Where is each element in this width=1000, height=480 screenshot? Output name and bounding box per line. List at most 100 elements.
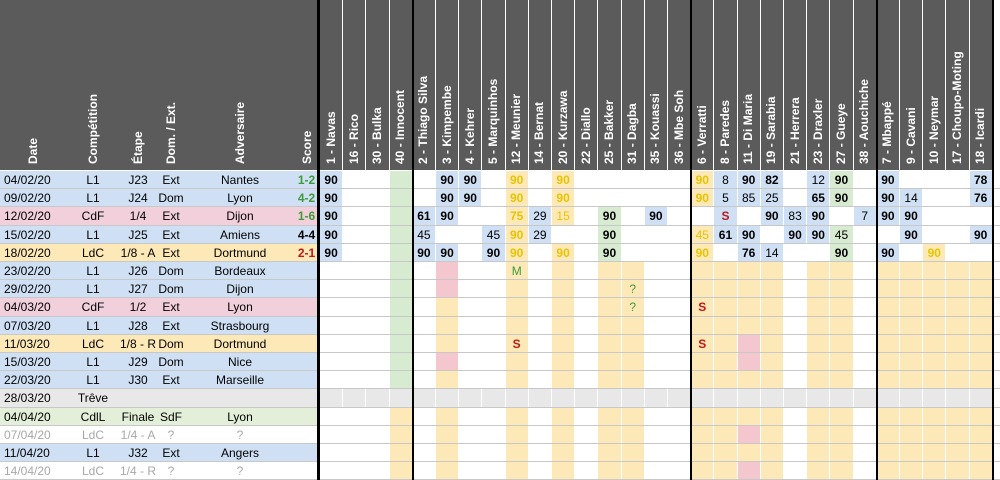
player-cell bbox=[760, 353, 783, 371]
player-cell bbox=[668, 353, 691, 371]
match-row: 09/02/20 L1 J24 Dom Lyon 4-2 90 90 90 90 90 90 5 85 25… bbox=[0, 189, 1000, 208]
player-cell bbox=[668, 243, 691, 262]
player-cell bbox=[691, 353, 714, 371]
match-row: 14/04/20 LdC 1/4 - R?? bbox=[0, 462, 1000, 480]
cell-score bbox=[294, 353, 319, 372]
player-cell: 90 bbox=[505, 171, 528, 189]
cell-homeaway: ? bbox=[156, 425, 186, 444]
player-header: 31 - Dagba bbox=[625, 103, 639, 164]
player-cell bbox=[366, 243, 389, 262]
player-cell bbox=[760, 425, 783, 444]
player-cell bbox=[946, 334, 969, 353]
cell-homeaway: Ext bbox=[156, 316, 186, 335]
separator: - bbox=[578, 139, 593, 151]
player-cell bbox=[923, 334, 946, 353]
player-cell bbox=[853, 171, 876, 189]
player-cell bbox=[644, 298, 667, 317]
player-cell bbox=[714, 334, 737, 353]
player-cell bbox=[343, 407, 366, 426]
player-cell bbox=[691, 425, 714, 444]
header-date: Date bbox=[26, 137, 40, 164]
player-cell: 90 bbox=[598, 207, 621, 226]
player-name: Draxler bbox=[810, 98, 825, 140]
group-separator bbox=[875, 0, 878, 480]
cell-date: 23/02/20 bbox=[0, 262, 66, 281]
match-row: 28/03/20 Trêve bbox=[0, 389, 1000, 408]
player-header-bg bbox=[900, 0, 923, 170]
cell-competition: LdC bbox=[66, 243, 120, 262]
player-number: 36 bbox=[671, 150, 686, 164]
player-cell bbox=[366, 371, 389, 390]
player-cell bbox=[830, 371, 853, 390]
player-cell: 14 bbox=[760, 243, 783, 262]
cell-stage: J24 bbox=[120, 189, 156, 208]
player-cell bbox=[552, 280, 575, 299]
player-cell bbox=[946, 425, 969, 444]
player-cell bbox=[691, 262, 714, 280]
player-cell bbox=[853, 389, 876, 408]
row-divider bbox=[0, 370, 1000, 372]
player-cell bbox=[459, 262, 482, 280]
cell-stage: J32 bbox=[120, 444, 156, 463]
separator: - bbox=[973, 139, 988, 151]
player-cell bbox=[389, 462, 412, 480]
player-cell bbox=[760, 316, 783, 335]
cell-opponent: Lyon bbox=[186, 407, 294, 426]
player-header-bg bbox=[644, 0, 667, 170]
player-cell bbox=[459, 462, 482, 480]
separator: - bbox=[346, 139, 361, 151]
player-cell bbox=[668, 171, 691, 189]
player-cell bbox=[668, 316, 691, 335]
player-cell bbox=[737, 353, 760, 371]
player-cell bbox=[760, 280, 783, 299]
player-cell bbox=[575, 462, 598, 480]
player-header-bg bbox=[923, 0, 946, 170]
player-cell: 90 bbox=[876, 171, 899, 189]
player-name: Di Maria bbox=[741, 93, 756, 141]
player-name: Kimpembe bbox=[439, 85, 454, 147]
header-homeaway: Dom. / Ext. bbox=[164, 101, 178, 164]
player-cell bbox=[528, 171, 551, 189]
player-cell bbox=[621, 389, 644, 408]
player-cell bbox=[876, 353, 899, 371]
cell-date: 28/03/20 bbox=[0, 389, 66, 408]
cell-date: 14/04/20 bbox=[0, 462, 66, 480]
player-name: Choupo-Moting bbox=[950, 51, 964, 140]
player-cell bbox=[575, 371, 598, 390]
player-cell bbox=[621, 407, 644, 426]
player-cell bbox=[737, 444, 760, 462]
cell-date: 04/03/20 bbox=[0, 298, 66, 317]
cell-homeaway: Dom bbox=[156, 334, 186, 353]
player-header-bg bbox=[714, 0, 737, 170]
player-cell bbox=[969, 280, 992, 299]
player-cell bbox=[784, 316, 807, 335]
player-cell bbox=[366, 425, 389, 444]
player-cell bbox=[900, 262, 923, 280]
row-divider bbox=[0, 279, 1000, 281]
cell-competition: CdF bbox=[66, 207, 120, 226]
player-number: 27 bbox=[834, 150, 848, 164]
player-cell bbox=[412, 407, 435, 426]
player-cell bbox=[343, 444, 366, 462]
player-cell bbox=[320, 444, 343, 462]
player-cell: 12 bbox=[807, 171, 830, 189]
player-cell bbox=[459, 353, 482, 371]
player-cell bbox=[621, 444, 644, 462]
player-cell: 90 bbox=[482, 243, 505, 262]
header-competition: Compétition bbox=[86, 94, 100, 164]
cell-homeaway: Ext bbox=[156, 171, 186, 190]
player-cell: 90 bbox=[784, 225, 807, 244]
player-header: 2 - Thiago Silva bbox=[416, 76, 430, 164]
player-cell: 90 bbox=[830, 189, 853, 208]
group-separator bbox=[411, 0, 414, 480]
player-cell bbox=[598, 298, 621, 317]
player-cell bbox=[668, 225, 691, 244]
player-cell bbox=[436, 462, 459, 480]
separator: - bbox=[486, 146, 500, 158]
player-cell bbox=[760, 407, 783, 426]
player-cell: 45 bbox=[482, 225, 505, 244]
player-header-bg bbox=[412, 0, 435, 170]
cell-score bbox=[294, 298, 319, 317]
player-number: 17 bbox=[950, 150, 964, 164]
player-cell: 15 bbox=[552, 207, 575, 226]
